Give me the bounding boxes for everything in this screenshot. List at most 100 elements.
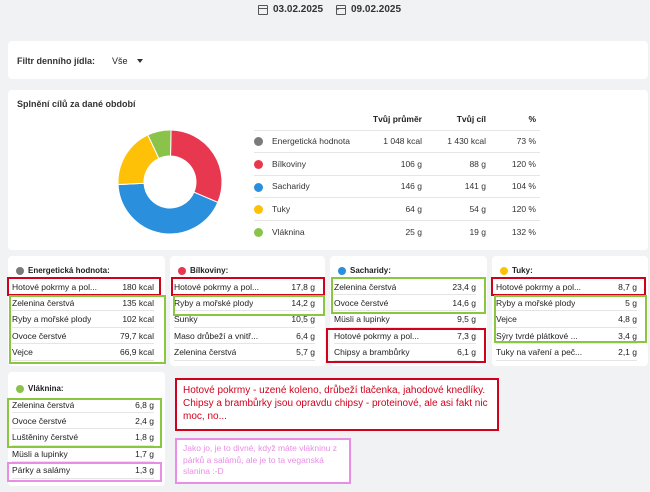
percent-value: 120 %	[486, 152, 540, 176]
food-name: Hotové pokrmy a pol...	[334, 330, 420, 341]
calendar-icon	[258, 4, 268, 15]
food-item-row: Zelenina čerstvá 23,4 g	[334, 279, 476, 295]
food-item-row: Hotové pokrmy a pol... 8,7 g	[496, 279, 637, 295]
food-name: Müsli a lupinky	[12, 448, 68, 459]
food-item-row: Zelenina čerstvá 6,8 g	[12, 397, 154, 413]
food-name: Ryby a mořské plody	[496, 297, 576, 308]
meal-filter-select[interactable]: Vše	[112, 54, 143, 68]
energy-card-title: Energetická hodnota:	[16, 266, 110, 275]
food-item-row: Ryby a mořské plody 102 kcal	[12, 312, 154, 328]
food-value: 14,2 g	[291, 297, 315, 308]
calendar-icon	[336, 4, 346, 15]
summary-title: Splnění cílů za dané období	[17, 99, 136, 109]
summary-row: Bílkoviny 106 g 88 g 120 %	[254, 152, 540, 176]
protein-card-title: Bílkoviny:	[178, 266, 228, 275]
card-title-text: Bílkoviny:	[190, 266, 229, 275]
food-item-row: Müsli a lupinky 1,7 g	[12, 446, 154, 463]
food-name: Chipsy a brambůrky	[334, 347, 410, 358]
legend-dot	[254, 205, 263, 215]
goal-value: 1 430 kcal	[422, 129, 486, 153]
filter-card: Filtr denního jídla: Vše	[8, 41, 648, 79]
food-value: 2,1 g	[618, 347, 637, 358]
food-name: Ovoce čerstvé	[12, 415, 67, 426]
food-value: 135 kcal	[122, 297, 154, 308]
food-name: Ryby a mořské plody	[12, 314, 92, 325]
col-average: Tvůj průměr	[372, 113, 422, 124]
summary-table: Tvůj průměr Tvůj cíl % Energetická hodno…	[254, 108, 540, 243]
legend-dot	[254, 182, 263, 192]
food-value: 14,6 g	[452, 297, 476, 308]
annotation-note-red: Hotové pokrmy - uzené koleno, drůbeží tl…	[175, 378, 499, 431]
food-name: Ovoce čerstvé	[12, 330, 67, 341]
goal-value: 54 g	[422, 197, 486, 221]
food-item-row: Müsli a lupinky 9,5 g	[334, 312, 476, 328]
food-item-row: Sýry tvrdé plátkové ... 3,4 g	[496, 328, 637, 345]
food-item-row: Tuky na vaření a peč... 2,1 g	[496, 345, 637, 361]
donut-segment	[170, 129, 223, 204]
food-value: 66,9 kcal	[119, 347, 154, 358]
food-name: Hotové pokrmy a pol...	[496, 281, 582, 292]
nutrient-name: Tuky	[272, 203, 291, 214]
summary-row: Vláknina 25 g 19 g 132 %	[254, 219, 540, 243]
food-value: 4,8 g	[618, 314, 637, 325]
food-name: Zelenina čerstvá	[174, 347, 237, 358]
fat-card-title: Tuky:	[500, 266, 533, 275]
legend-dot	[254, 160, 263, 170]
average-value: 146 g	[364, 174, 422, 198]
donut-segment	[117, 182, 219, 235]
food-item-row: Ovoce čerstvé 2,4 g	[12, 413, 154, 430]
food-value: 10,5 g	[291, 314, 315, 325]
food-item-row: Šunky 10,5 g	[174, 312, 315, 328]
summary-row: Sacharidy 146 g 141 g 104 %	[254, 174, 540, 198]
percent-value: 104 %	[486, 174, 540, 198]
food-name: Müsli a lupinky	[334, 314, 390, 325]
legend-dot	[16, 266, 24, 275]
goal-value: 88 g	[422, 152, 486, 176]
filter-label: Filtr denního jídla:	[17, 56, 95, 66]
date-to-picker[interactable]: 09.02.2025	[336, 4, 401, 15]
food-value: 17,8 g	[291, 281, 315, 292]
card-title-text: Sacharidy:	[350, 266, 391, 275]
food-name: Luštěniny čerstvé	[12, 432, 79, 443]
food-item-row: Vejce 66,9 kcal	[12, 345, 154, 361]
food-value: 79,7 kcal	[119, 330, 154, 341]
food-item-row: Hotové pokrmy a pol... 180 kcal	[12, 279, 154, 295]
food-value: 1,3 g	[135, 465, 154, 476]
goal-value: 141 g	[422, 174, 486, 198]
food-item-row: Zelenina čerstvá 5,7 g	[174, 345, 315, 361]
summary-row: Tuky 64 g 54 g 120 %	[254, 197, 540, 221]
food-value: 8,7 g	[618, 281, 637, 292]
food-name: Vejce	[12, 347, 33, 358]
average-value: 64 g	[364, 197, 422, 221]
food-name: Ryby a mořské plody	[174, 297, 254, 308]
legend-dot	[16, 384, 24, 393]
food-value: 7,3 g	[457, 330, 476, 341]
date-from-picker[interactable]: 03.02.2025	[258, 4, 323, 15]
meal-filter-value: Vše	[112, 56, 128, 66]
food-item-row: Ovoce čerstvé 79,7 kcal	[12, 328, 154, 345]
food-value: 6,4 g	[296, 330, 315, 341]
food-item-row: Ryby a mořské plody 5 g	[496, 295, 637, 312]
summary-row: Energetická hodnota 1 048 kcal 1 430 kcal 7…	[254, 129, 540, 153]
goal-value: 19 g	[422, 219, 486, 243]
food-item-row: Ryby a mořské plody 14,2 g	[174, 295, 315, 312]
card-title-text: Vláknina:	[28, 384, 64, 393]
food-item-row: Zelenina čerstvá 135 kcal	[12, 295, 154, 312]
food-value: 180 kcal	[122, 281, 154, 292]
food-value: 6,8 g	[135, 399, 154, 410]
food-value: 5,7 g	[296, 347, 315, 358]
food-value: 1,8 g	[135, 432, 154, 443]
date-separator: -	[336, 4, 340, 15]
food-value: 2,4 g	[135, 415, 154, 426]
nutrient-name: Energetická hodnota	[272, 136, 350, 147]
date-from: 03.02.2025	[273, 4, 324, 15]
average-value: 1 048 kcal	[364, 129, 422, 153]
chevron-down-icon	[136, 59, 143, 63]
food-name: Zelenina čerstvá	[334, 281, 397, 292]
nutrient-name: Vláknina	[272, 226, 305, 237]
food-name: Sýry tvrdé plátkové ...	[496, 330, 578, 341]
food-name: Zelenina čerstvá	[12, 297, 75, 308]
food-value: 3,4 g	[618, 330, 637, 341]
average-value: 106 g	[364, 152, 422, 176]
food-item-row: Párky a salámy 1,3 g	[12, 463, 154, 479]
